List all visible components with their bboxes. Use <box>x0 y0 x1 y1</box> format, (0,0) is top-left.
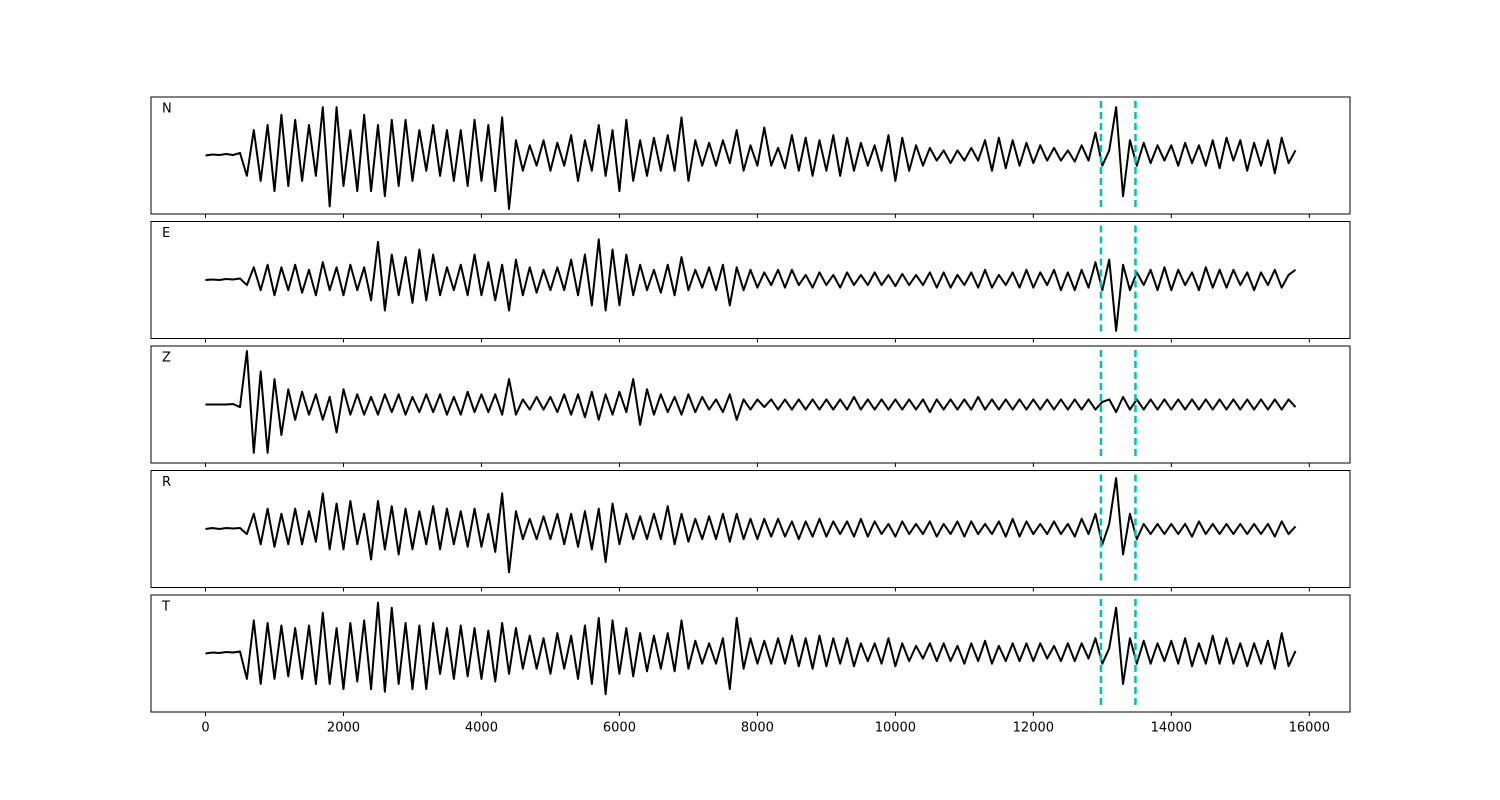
panel-label: N <box>162 102 172 117</box>
trace <box>205 350 1297 454</box>
x-tick-label: 6000 <box>603 721 636 736</box>
axes-frame <box>150 594 1351 713</box>
trace <box>205 238 1297 332</box>
x-tick-label: 10000 <box>875 721 916 736</box>
axes-frame <box>150 470 1351 588</box>
axes-frame <box>150 96 1351 215</box>
trace <box>205 106 1297 210</box>
panel-label: R <box>162 475 171 490</box>
x-tick-label: 14000 <box>1151 721 1192 736</box>
x-tick-label: 12000 <box>1013 721 1054 736</box>
trace <box>205 477 1297 574</box>
x-tick-label: 8000 <box>741 721 774 736</box>
trace <box>205 601 1297 696</box>
x-tick-label: 16000 <box>1289 721 1330 736</box>
x-tick-label: 4000 <box>465 721 498 736</box>
x-tick-label: 0 <box>201 721 209 736</box>
panel-label: Z <box>162 351 171 366</box>
panel-label: E <box>162 226 170 241</box>
axes-frame <box>150 345 1351 464</box>
panel-label: T <box>161 600 170 615</box>
x-tick-label: 2000 <box>327 721 360 736</box>
axes-frame <box>150 221 1351 339</box>
